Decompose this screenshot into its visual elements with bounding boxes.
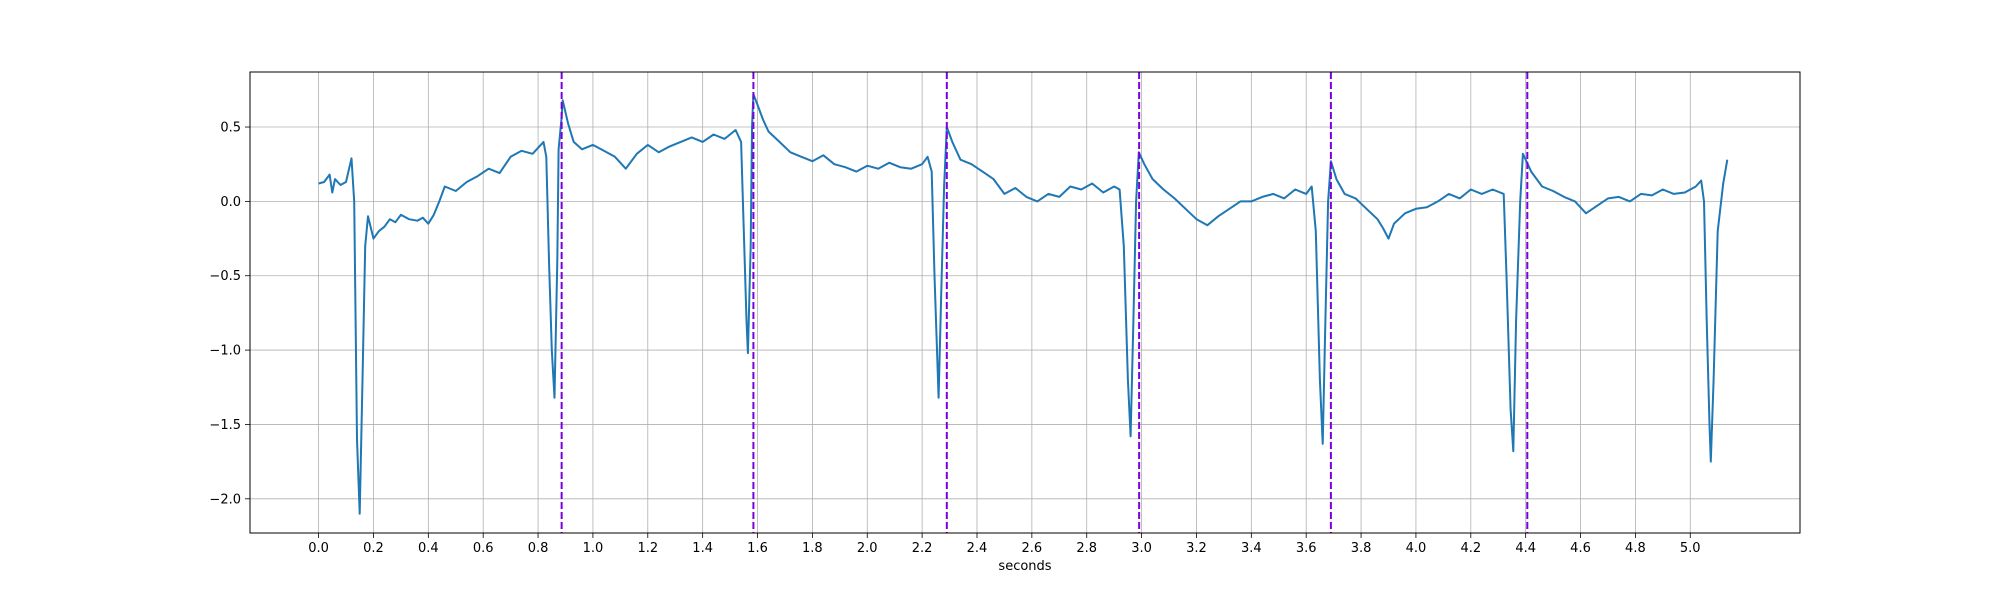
x-tick-label: 0.2 — [363, 541, 384, 556]
signal-series — [318, 93, 1729, 515]
x-tick-label: 2.6 — [1022, 541, 1043, 556]
x-tick-label: 3.4 — [1241, 541, 1262, 556]
x-tick-label: 0.0 — [308, 541, 329, 556]
x-tick-label: 4.2 — [1460, 541, 1481, 556]
x-tick-label: 0.4 — [418, 541, 439, 556]
x-tick-label: 3.0 — [1131, 541, 1152, 556]
y-tick-label: −1.5 — [209, 418, 241, 433]
x-tick-label: 1.8 — [802, 541, 823, 556]
x-tick-label: 4.4 — [1515, 541, 1536, 556]
x-tick-label: 3.8 — [1351, 541, 1372, 556]
y-tick-label: 0.0 — [220, 195, 241, 210]
y-axis-ticks: 0.5 0.0 −0.5 −1.0 −1.5 −2.0 — [209, 121, 250, 507]
x-tick-label: 4.0 — [1406, 541, 1427, 556]
x-tick-label: 0.8 — [528, 541, 549, 556]
x-tick-label: 1.4 — [692, 541, 713, 556]
x-tick-label: 1.2 — [637, 541, 658, 556]
x-tick-label: 4.8 — [1625, 541, 1646, 556]
x-tick-label: 1.0 — [583, 541, 604, 556]
signal-line — [318, 93, 1729, 515]
x-tick-label: 2.0 — [857, 541, 878, 556]
x-tick-label: 2.2 — [912, 541, 933, 556]
x-axis-label: seconds — [998, 559, 1051, 574]
x-tick-label: 1.6 — [747, 541, 768, 556]
y-tick-label: −2.0 — [209, 492, 241, 507]
y-tick-label: 0.5 — [220, 121, 241, 136]
x-tick-label: 0.6 — [473, 541, 494, 556]
grid-lines — [250, 72, 1800, 533]
x-axis-ticks: 0.0 0.2 0.4 0.6 0.8 1.0 1.2 1.4 1.6 1.8 2.0 2.2 2.4 2… — [308, 533, 1701, 556]
x-tick-label: 2.4 — [967, 541, 988, 556]
plot-area-frame — [249, 71, 1801, 534]
x-tick-label: 4.6 — [1570, 541, 1591, 556]
y-tick-label: −0.5 — [209, 269, 241, 284]
marker-lines — [560, 72, 1529, 533]
x-tick-label: 5.0 — [1680, 541, 1701, 556]
x-tick-label: 3.6 — [1296, 541, 1317, 556]
x-tick-label: 2.8 — [1076, 541, 1097, 556]
x-tick-label: 3.2 — [1186, 541, 1207, 556]
y-tick-label: −1.0 — [209, 344, 241, 359]
